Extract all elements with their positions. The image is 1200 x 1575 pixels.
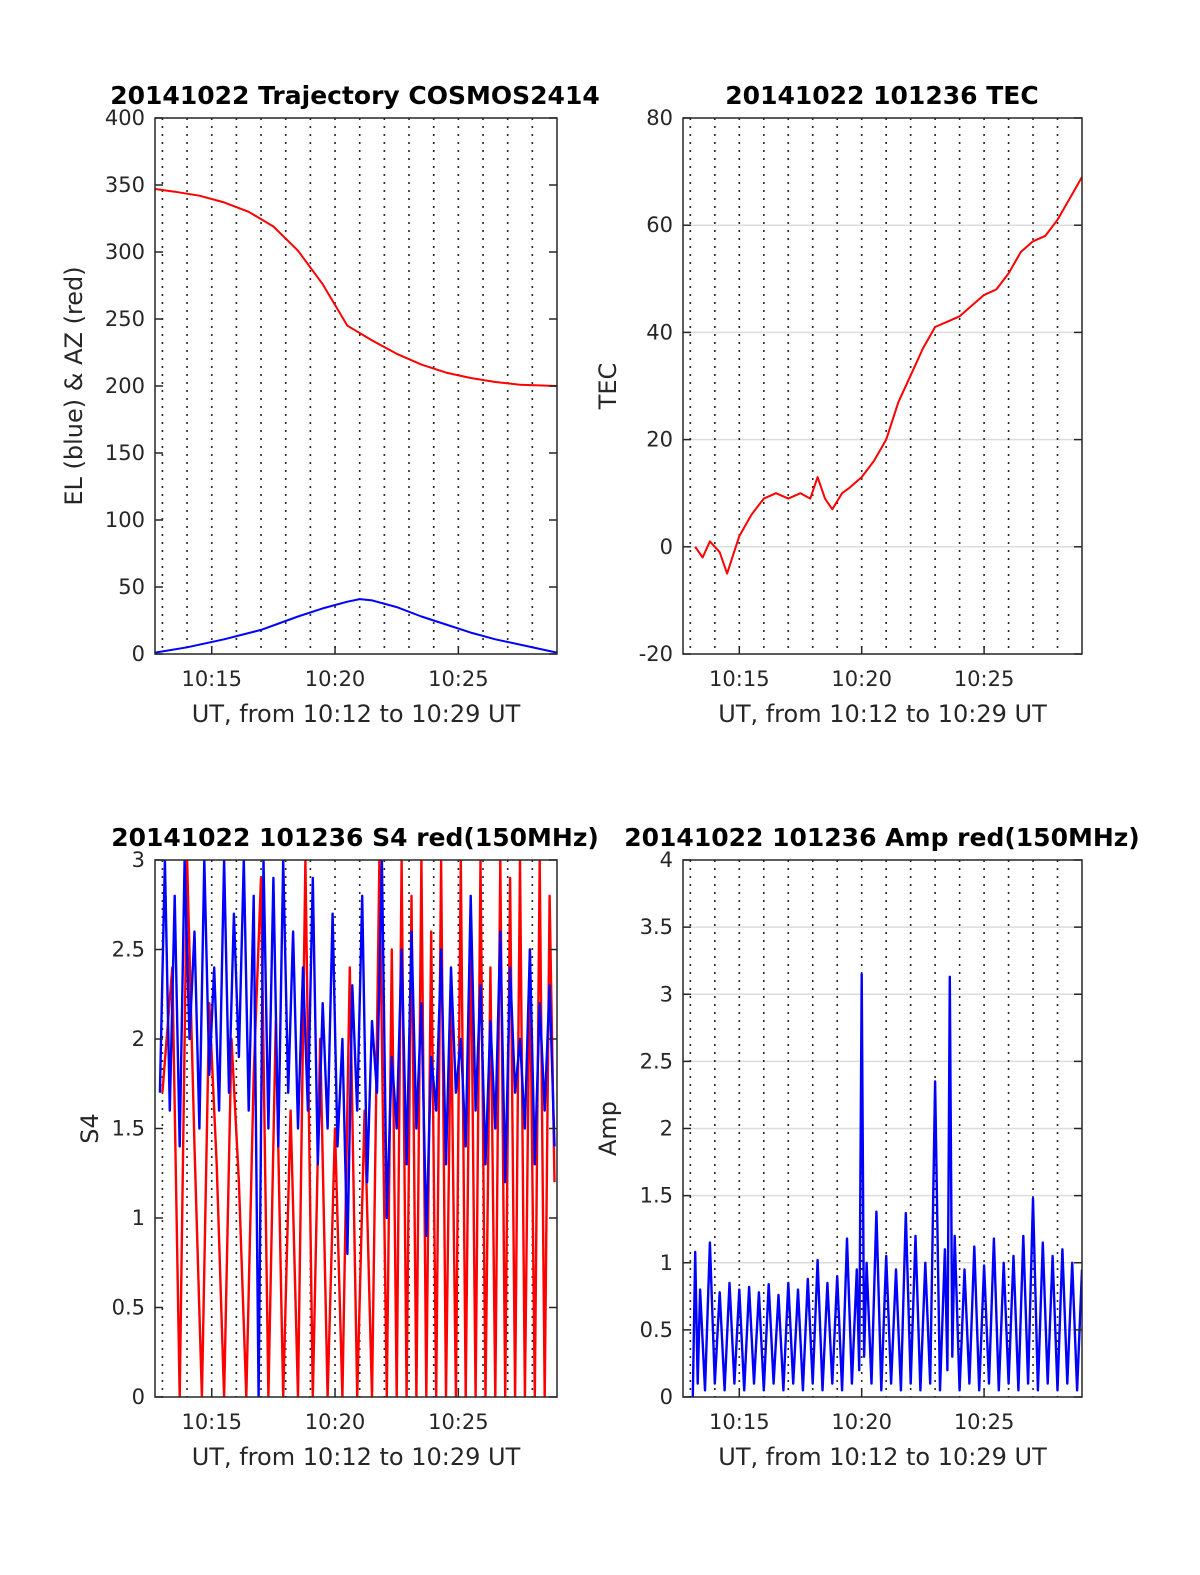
chart-title: 20141022 Trajectory COSMOS2414: [110, 81, 600, 110]
ytick-label: 1.5: [640, 1184, 673, 1208]
ytick-label: 300: [105, 240, 145, 264]
amp-panel: 0 0.5 1 1.5 2 2.5 3 3.5 4 10:15 10:20 10:25 20141022…: [594, 823, 1140, 1471]
ytick-label: 2: [660, 1117, 673, 1141]
axes-frame: [682, 117, 1083, 655]
amp-blue-line: [691, 972, 1082, 1397]
xtick-label: 10:15: [181, 1410, 242, 1434]
xtick-label: 10:15: [181, 667, 242, 691]
trajectory-panel: 0 50 100 150 200 250 300 350 400 10:15 10:20 10:25 2…: [60, 81, 600, 728]
trajectory-red-line: [155, 188, 557, 387]
xtick-label: 10:15: [709, 1410, 770, 1434]
ytick-label: 1.5: [112, 1117, 145, 1141]
tec-red-line: [694, 176, 1082, 575]
ytick-label: 3.5: [640, 915, 673, 939]
tec-panel: -20 0 20 40 60 80 10:15 10:20 10:25 20141022 1012…: [594, 81, 1083, 728]
chart-title: 20141022 101236 TEC: [725, 81, 1038, 110]
ytick-label: 40: [646, 320, 673, 344]
xtick-label: 10:25: [428, 1410, 489, 1434]
ytick-label: 2: [132, 1027, 145, 1051]
ytick-label: 2.5: [112, 938, 145, 962]
y-axis-label: S4: [76, 1113, 104, 1144]
s4-panel: 0 0.5 1 1.5 2 2.5 3 10:15 10:20 10:25 20141022 101…: [76, 823, 599, 1471]
ytick-label: 150: [105, 441, 145, 465]
ytick-label: 0: [132, 642, 145, 666]
xtick-label: 10:20: [831, 1410, 892, 1434]
xtick-label: 10:20: [831, 667, 892, 691]
ytick-label: 0: [660, 1385, 673, 1409]
ytick-label: 80: [646, 106, 673, 130]
xtick-label: 10:20: [305, 1410, 366, 1434]
ytick-label: 100: [105, 508, 145, 532]
ytick-label: 400: [105, 106, 145, 130]
ytick-label: 4: [660, 848, 673, 872]
y-axis-label: TEC: [594, 363, 622, 411]
xtick-label: 10:25: [954, 667, 1015, 691]
y-axis-label: Amp: [594, 1101, 622, 1156]
ytick-label: -20: [639, 642, 673, 666]
ytick-label: 200: [105, 374, 145, 398]
xtick-label: 10:15: [709, 667, 770, 691]
axes-frame: [154, 117, 558, 655]
ytick-label: 250: [105, 307, 145, 331]
ytick-label: 2.5: [640, 1049, 673, 1073]
ytick-label: 3: [132, 848, 145, 872]
ytick-label: 1: [132, 1206, 145, 1230]
ytick-label: 20: [646, 428, 673, 452]
ytick-label: 0.5: [640, 1318, 673, 1342]
ytick-label: 1: [660, 1251, 673, 1275]
y-axis-label: EL (blue) & AZ (red): [60, 266, 88, 505]
chart-title: 20141022 101236 Amp red(150MHz): [624, 823, 1140, 852]
ytick-label: 50: [118, 575, 145, 599]
ytick-label: 0.5: [112, 1296, 145, 1320]
xtick-label: 10:25: [428, 667, 489, 691]
ytick-label: 0: [660, 535, 673, 559]
ytick-label: 0: [132, 1385, 145, 1409]
s4-blue-line: [158, 860, 556, 1397]
x-axis-label: UT, from 10:12 to 10:29 UT: [718, 700, 1047, 728]
xtick-label: 10:20: [305, 667, 366, 691]
xtick-label: 10:25: [954, 1410, 1015, 1434]
x-axis-label: UT, from 10:12 to 10:29 UT: [192, 700, 521, 728]
chart-title: 20141022 101236 S4 red(150MHz): [111, 823, 599, 852]
ytick-label: 350: [105, 173, 145, 197]
trajectory-blue-line: [155, 598, 557, 654]
x-axis-label: UT, from 10:12 to 10:29 UT: [718, 1443, 1047, 1471]
ytick-label: 60: [646, 213, 673, 237]
x-axis-label: UT, from 10:12 to 10:29 UT: [192, 1443, 521, 1471]
ytick-label: 3: [660, 982, 673, 1006]
